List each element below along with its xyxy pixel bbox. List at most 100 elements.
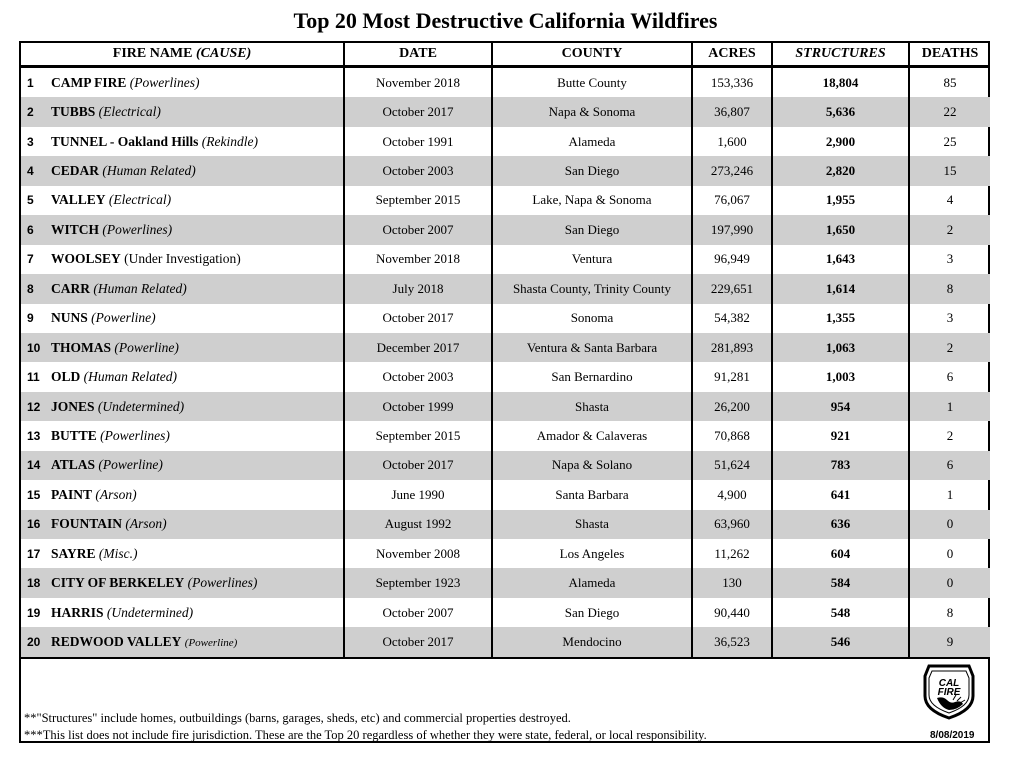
structures-cell: 783 xyxy=(772,450,910,481)
acres-cell: 281,893 xyxy=(692,332,773,363)
acres-cell: 36,807 xyxy=(692,97,773,127)
header-county: COUNTY xyxy=(492,43,693,68)
fire-cause: (Powerlines) xyxy=(102,221,173,237)
table-row: 7 WOOLSEY (Under Investigation) November 2… xyxy=(21,244,990,275)
fire-name-cell: 3 TUNNEL - Oakland Hills (Rekindle) xyxy=(21,126,345,157)
table-row: 1 CAMP FIRE (Powerlines) November 2018 Butt… xyxy=(21,66,990,98)
fire-name: REDWOOD VALLEY xyxy=(51,634,182,650)
structures-cell: 2,820 xyxy=(772,156,910,186)
deaths-cell: 2 xyxy=(909,332,990,363)
wildfires-table: FIRE NAME (CAUSE) DATE COUNTY ACRES STRU… xyxy=(21,43,990,659)
fire-name: CARR xyxy=(51,280,90,296)
date-cell: September 2015 xyxy=(344,421,493,451)
fire-cause: (Human Related) xyxy=(83,369,177,385)
fire-name-cell: 2 TUBBS (Electrical) xyxy=(21,97,345,127)
structures-cell: 921 xyxy=(772,421,910,451)
table-row: 14 ATLAS (Powerline) October 2017 Napa & So… xyxy=(21,450,990,481)
acres-cell: 153,336 xyxy=(692,66,773,98)
table-row: 5 VALLEY (Electrical) September 2015 Lake, … xyxy=(21,185,990,216)
date-cell: August 1992 xyxy=(344,509,493,539)
acres-cell: 96,949 xyxy=(692,244,773,275)
deaths-cell: 1 xyxy=(946,486,954,502)
fire-name: OLD xyxy=(51,369,81,385)
county-cell: San Bernardino xyxy=(492,362,693,392)
county-cell: San Diego xyxy=(492,215,693,245)
county-cell: Amador & Calaveras xyxy=(492,421,693,451)
structures-cell: 584 xyxy=(772,568,910,598)
rank: 19 xyxy=(27,605,41,620)
structures-cell: 1,643 xyxy=(772,244,910,275)
fire-name-cell: 10 THOMAS (Powerline) xyxy=(21,332,345,363)
county-cell: Los Angeles xyxy=(492,539,693,569)
structures-footnote: **"Structures" include homes, outbuildin… xyxy=(24,711,571,725)
fire-cause: (Under Investigation) xyxy=(124,251,241,267)
fire-name-cell: 16 FOUNTAIN (Arson) xyxy=(21,509,345,539)
fire-name: CAMP FIRE xyxy=(51,74,127,90)
table-row: 3 TUNNEL - Oakland Hills (Rekindle) Octobe… xyxy=(21,126,990,157)
rank: 3 xyxy=(27,134,34,149)
cal-fire-seal-icon: CAL FIRE xyxy=(923,664,975,720)
rank: 12 xyxy=(27,399,41,414)
fire-name: FOUNTAIN xyxy=(51,516,123,532)
svg-text:FIRE: FIRE xyxy=(938,687,961,698)
deaths-cell: 0 xyxy=(909,509,990,539)
county-cell: Alameda xyxy=(492,568,693,598)
deaths-cell: 1 xyxy=(909,391,990,422)
date-cell: October 1991 xyxy=(344,126,493,157)
acres-cell: 63,960 xyxy=(692,509,773,539)
fire-name-cell: 17 SAYRE (Misc.) xyxy=(21,539,345,569)
acres-cell: 90,440 xyxy=(692,597,773,628)
structures-cell: 18,804 xyxy=(772,66,910,98)
date-cell: December 2017 xyxy=(344,332,493,363)
fire-name-cell: 8 CARR (Human Related) xyxy=(21,274,345,304)
structures-cell: 954 xyxy=(772,391,910,422)
acres-cell: 273,246 xyxy=(692,156,773,186)
county-cell: Alameda xyxy=(492,126,693,157)
fire-name-cell: 20 REDWOOD VALLEY (Powerline) xyxy=(21,627,345,659)
deaths-cell: 9 xyxy=(909,627,990,659)
acres-cell: 4,900 xyxy=(692,480,773,510)
rank: 2 xyxy=(27,105,34,120)
date-cell: July 2018 xyxy=(344,274,493,304)
deaths-cell: 2 xyxy=(946,427,954,443)
deaths-cell: 3 xyxy=(946,251,954,267)
fire-cause: (Powerline) xyxy=(114,339,179,355)
table-row: 9 NUNS (Powerline) October 2017 Sonoma 54,38… xyxy=(21,303,990,333)
fire-name-cell: 1 CAMP FIRE (Powerlines) xyxy=(21,66,345,98)
structures-cell: 641 xyxy=(772,480,910,510)
county-cell: Shasta xyxy=(492,509,693,539)
table-row: 8 CARR (Human Related) July 2018 Shasta Cou… xyxy=(21,274,990,304)
county-cell: San Diego xyxy=(492,597,693,628)
date-cell: September 2015 xyxy=(344,185,493,216)
deaths-cell: 0 xyxy=(909,568,990,598)
rank: 13 xyxy=(27,428,41,443)
fire-name-cell: 19 HARRIS (Undetermined) xyxy=(21,597,345,628)
fire-name: THOMAS xyxy=(51,339,112,355)
table-row: 18 CITY OF BERKELEY (Powerlines) September… xyxy=(21,568,990,598)
structures-cell: 1,063 xyxy=(772,332,910,363)
table-row: 2 TUBBS (Electrical) October 2017 Napa & So… xyxy=(21,97,990,127)
fire-name-cell: 4 CEDAR (Human Related) xyxy=(21,156,345,186)
deaths-cell: 3 xyxy=(946,310,954,326)
fire-cause: (Undetermined) xyxy=(97,398,185,414)
fire-cause: (Powerline) xyxy=(184,637,238,650)
date-cell: November 2018 xyxy=(344,244,493,275)
fire-name-cell: 5 VALLEY (Electrical) xyxy=(21,185,345,216)
county-cell: Lake, Napa & Sonoma xyxy=(492,185,693,216)
county-cell: Santa Barbara xyxy=(492,480,693,510)
table-row: 4 CEDAR (Human Related) October 2003 San Di… xyxy=(21,156,990,186)
date-cell: October 2003 xyxy=(344,362,493,392)
deaths-cell: 0 xyxy=(946,545,954,561)
date-cell: October 2007 xyxy=(344,597,493,628)
deaths-cell: 2 xyxy=(909,215,990,245)
table-row: 17 SAYRE (Misc.) November 2008 Los Angeles 1… xyxy=(21,539,990,569)
table-row: 6 WITCH (Powerlines) October 2007 San Diego… xyxy=(21,215,990,245)
county-cell: Shasta County, Trinity County xyxy=(492,274,693,304)
fire-cause: (Misc.) xyxy=(98,545,138,561)
rank: 4 xyxy=(27,164,34,179)
acres-cell: 76,067 xyxy=(692,185,773,216)
rank: 1 xyxy=(27,75,34,90)
fire-name: JONES xyxy=(51,398,95,414)
date-cell: October 2017 xyxy=(344,97,493,127)
rank: 9 xyxy=(27,311,34,326)
